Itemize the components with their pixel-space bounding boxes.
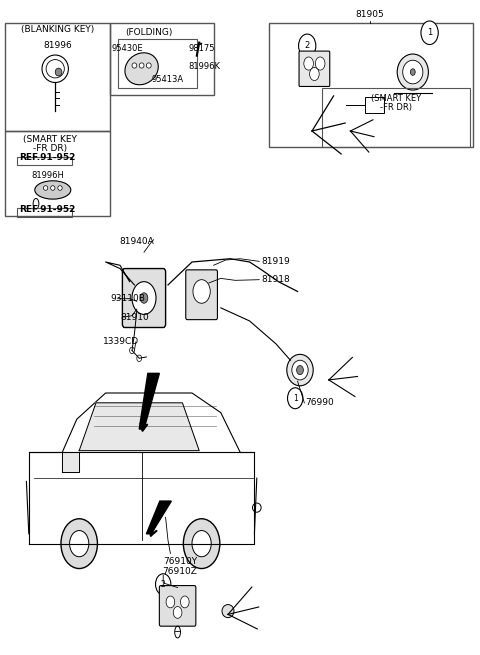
- Circle shape: [140, 293, 148, 303]
- Ellipse shape: [222, 605, 234, 618]
- Bar: [118, 39, 197, 88]
- Bar: [17, 208, 72, 217]
- Circle shape: [315, 57, 325, 70]
- Ellipse shape: [139, 63, 144, 68]
- Text: 81996K: 81996K: [188, 62, 220, 71]
- Ellipse shape: [43, 186, 48, 191]
- Circle shape: [310, 67, 319, 81]
- Ellipse shape: [51, 186, 55, 191]
- FancyBboxPatch shape: [186, 270, 217, 320]
- Text: (SMART KEY: (SMART KEY: [371, 94, 421, 103]
- Circle shape: [173, 607, 182, 618]
- Ellipse shape: [287, 354, 313, 386]
- Text: REF.91-952: REF.91-952: [19, 153, 75, 162]
- Polygon shape: [139, 373, 159, 429]
- Text: 2: 2: [305, 41, 310, 50]
- Bar: [269, 23, 473, 147]
- Text: 81918: 81918: [262, 275, 290, 284]
- Circle shape: [299, 34, 316, 58]
- FancyBboxPatch shape: [122, 269, 166, 328]
- Text: 1339CD: 1339CD: [103, 337, 139, 346]
- Text: 81910: 81910: [120, 312, 149, 322]
- Circle shape: [421, 21, 438, 45]
- Ellipse shape: [146, 63, 151, 68]
- Bar: [5, 131, 110, 216]
- Circle shape: [304, 57, 313, 70]
- Circle shape: [156, 574, 171, 595]
- Text: (FOLDING): (FOLDING): [125, 28, 172, 37]
- Text: 81996: 81996: [43, 41, 72, 50]
- Circle shape: [193, 280, 210, 303]
- Ellipse shape: [35, 181, 71, 199]
- Circle shape: [70, 531, 89, 557]
- Text: -FR DR): -FR DR): [380, 103, 412, 112]
- Bar: [5, 23, 110, 131]
- Ellipse shape: [125, 53, 158, 84]
- Ellipse shape: [397, 54, 429, 90]
- Polygon shape: [79, 403, 199, 451]
- Circle shape: [130, 347, 134, 354]
- Text: REF.91-952: REF.91-952: [19, 205, 75, 214]
- Text: 95413A: 95413A: [152, 75, 184, 84]
- Text: (SMART KEY: (SMART KEY: [24, 135, 77, 144]
- Text: 81940A: 81940A: [120, 236, 154, 246]
- Text: 76990: 76990: [305, 398, 334, 407]
- Text: 76910Z: 76910Z: [163, 567, 197, 576]
- Circle shape: [192, 531, 211, 557]
- Text: 81905: 81905: [355, 10, 384, 19]
- Text: -FR DR): -FR DR): [33, 144, 68, 153]
- Text: 2: 2: [161, 580, 166, 589]
- Circle shape: [132, 282, 156, 314]
- Circle shape: [61, 519, 97, 569]
- Ellipse shape: [132, 63, 137, 68]
- Text: 95430E: 95430E: [111, 44, 143, 53]
- Polygon shape: [146, 501, 171, 534]
- Text: 76910Y: 76910Y: [163, 557, 197, 566]
- Bar: [322, 88, 470, 147]
- Ellipse shape: [252, 503, 261, 512]
- Text: 98175: 98175: [188, 44, 215, 53]
- Circle shape: [180, 596, 189, 608]
- Ellipse shape: [403, 60, 423, 84]
- Text: 81996H: 81996H: [32, 171, 64, 180]
- Circle shape: [137, 355, 142, 362]
- Circle shape: [288, 388, 303, 409]
- FancyBboxPatch shape: [299, 51, 330, 86]
- Text: 81919: 81919: [262, 257, 290, 266]
- FancyBboxPatch shape: [159, 586, 196, 626]
- Bar: [365, 97, 384, 113]
- Text: (BLANKING KEY): (BLANKING KEY): [21, 25, 94, 34]
- Bar: [17, 157, 72, 165]
- Ellipse shape: [292, 360, 308, 380]
- Text: 1: 1: [293, 394, 298, 403]
- Bar: [110, 23, 214, 95]
- Text: 1: 1: [427, 28, 432, 37]
- Circle shape: [166, 596, 175, 608]
- Circle shape: [297, 365, 303, 375]
- Polygon shape: [62, 452, 79, 472]
- Text: 93110B: 93110B: [110, 294, 145, 303]
- Circle shape: [183, 519, 220, 569]
- Ellipse shape: [55, 68, 62, 76]
- Ellipse shape: [58, 186, 62, 191]
- Ellipse shape: [410, 69, 415, 75]
